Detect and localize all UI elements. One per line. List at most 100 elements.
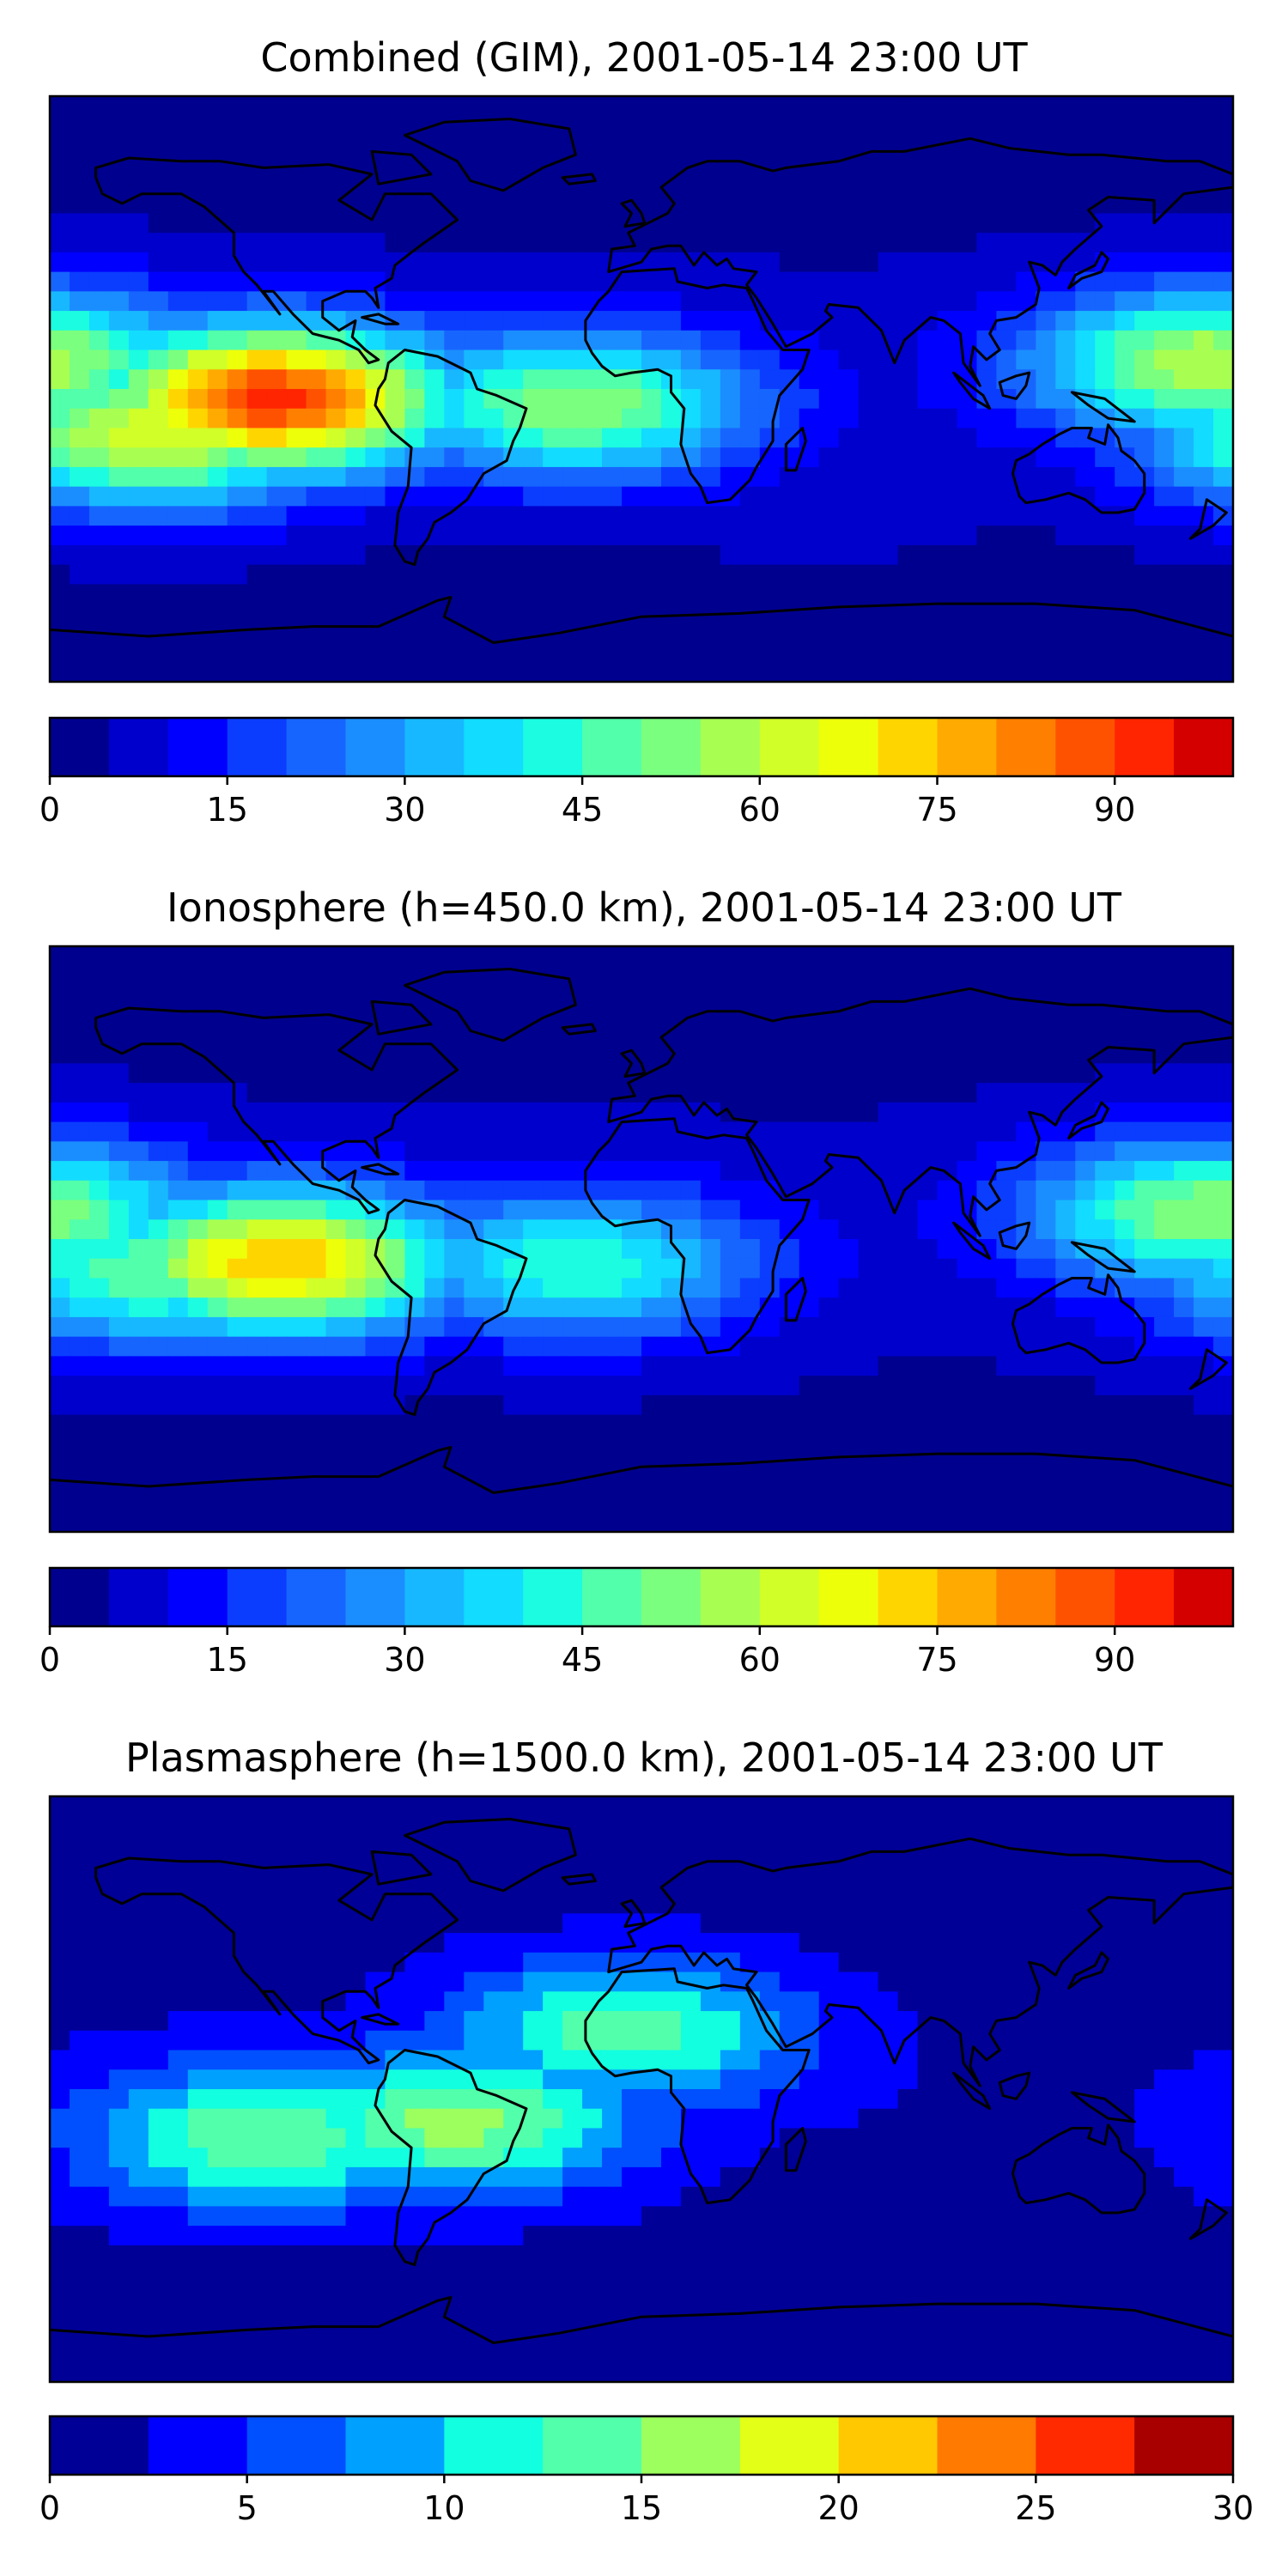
field-cell: [838, 1874, 860, 1895]
field-cell: [365, 1316, 386, 1338]
field-cell: [148, 1239, 169, 1260]
field-cell: [1194, 1297, 1214, 1318]
field-cell: [1036, 2166, 1057, 2188]
field-cell: [444, 1434, 465, 1455]
field-cell: [306, 642, 327, 664]
field-cell: [1134, 193, 1155, 215]
field-cell: [799, 2108, 820, 2129]
field-cell: [503, 1161, 524, 1182]
field-cell: [1055, 1043, 1077, 1065]
field-cell: [700, 1971, 721, 1993]
field-cell: [464, 1796, 485, 1817]
field-cell: [207, 1971, 228, 1993]
map-frame: [48, 94, 1235, 683]
field-cell: [444, 173, 465, 195]
field-cell: [345, 1815, 367, 1837]
field-cell: [838, 946, 860, 967]
field-cell: [88, 1913, 110, 1934]
field-cell: [424, 1239, 446, 1260]
field-cell: [582, 662, 603, 682]
field-cell: [700, 271, 721, 293]
field-cell: [641, 662, 662, 682]
field-cell: [779, 2166, 800, 2188]
field-cell: [128, 1893, 149, 1915]
field-cell: [878, 1855, 899, 1875]
field-cell: [464, 1297, 485, 1318]
field-cell: [818, 2166, 840, 2188]
field-cell: [917, 623, 939, 644]
field-cell: [227, 1239, 248, 1260]
field-cell: [779, 1394, 800, 1416]
field-cell: [246, 193, 268, 215]
field-cell: [996, 1102, 1018, 1123]
field-cell: [345, 564, 367, 586]
field-cell: [1095, 193, 1115, 215]
field-cell: [444, 1161, 465, 1182]
field-cell: [582, 1024, 603, 1045]
field-cell: [325, 2148, 347, 2168]
field-cell: [720, 447, 741, 468]
field-cell: [700, 135, 721, 155]
field-cell: [69, 1200, 90, 1221]
field-cell: [858, 2166, 879, 2188]
field-cell: [1016, 2089, 1037, 2110]
field-cell: [878, 311, 899, 331]
field-cell: [50, 1893, 70, 1915]
field-cell: [622, 428, 642, 448]
field-cell: [917, 2108, 939, 2129]
field-cell: [543, 1394, 563, 1416]
field-cell: [207, 1492, 228, 1514]
field-cell: [424, 2011, 446, 2032]
field-cell: [818, 1855, 840, 1875]
field-cell: [503, 1394, 524, 1416]
field-cell: [562, 389, 583, 410]
field-cell: [1036, 2148, 1057, 2168]
coastline-north-america: [94, 156, 459, 365]
field-cell: [700, 193, 721, 215]
field-cell: [562, 233, 583, 253]
field-cell: [602, 1473, 623, 1494]
field-cell: [148, 1394, 169, 1416]
field-cell: [799, 1161, 820, 1182]
field-cell: [286, 2186, 307, 2208]
field-cell: [1016, 623, 1037, 644]
field-cell: [720, 1258, 741, 1279]
field-cell: [818, 1200, 840, 1221]
field-cell: [799, 1297, 820, 1318]
field-cell: [602, 1316, 623, 1338]
field-cell: [148, 1473, 169, 1494]
field-cell: [385, 1258, 406, 1279]
field-cell: [167, 1414, 189, 1436]
field-cell: [503, 1005, 524, 1025]
field-cell: [286, 1258, 307, 1279]
field-cell: [108, 2186, 130, 2208]
field-cell: [957, 526, 978, 546]
field-cell: [1055, 96, 1077, 117]
field-cell: [622, 1434, 642, 1455]
field-cell: [444, 965, 465, 987]
field-cell: [1174, 428, 1194, 448]
field-cell: [306, 946, 327, 967]
field-cell: [325, 1434, 347, 1455]
field-cell: [739, 1512, 761, 1532]
field-cell: [69, 1815, 90, 1837]
field-cell: [88, 2128, 110, 2148]
field-cell: [1154, 2148, 1175, 2168]
field-cell: [602, 1991, 623, 2012]
field-cell: [1174, 1796, 1194, 1817]
field-cell: [878, 486, 899, 507]
field-cell: [404, 623, 426, 644]
field-cell: [444, 115, 465, 137]
field-cell: [917, 526, 939, 546]
field-cell: [187, 1434, 209, 1455]
field-cell: [246, 271, 268, 293]
field-cell: [680, 1121, 702, 1143]
field-cell: [543, 291, 563, 312]
field-cell: [345, 96, 367, 117]
field-cell: [799, 1043, 820, 1065]
field-cell: [88, 271, 110, 293]
field-cell: [858, 115, 879, 137]
field-cell: [700, 1991, 721, 2012]
field-cell: [582, 1492, 603, 1514]
field-cell: [1174, 946, 1194, 967]
